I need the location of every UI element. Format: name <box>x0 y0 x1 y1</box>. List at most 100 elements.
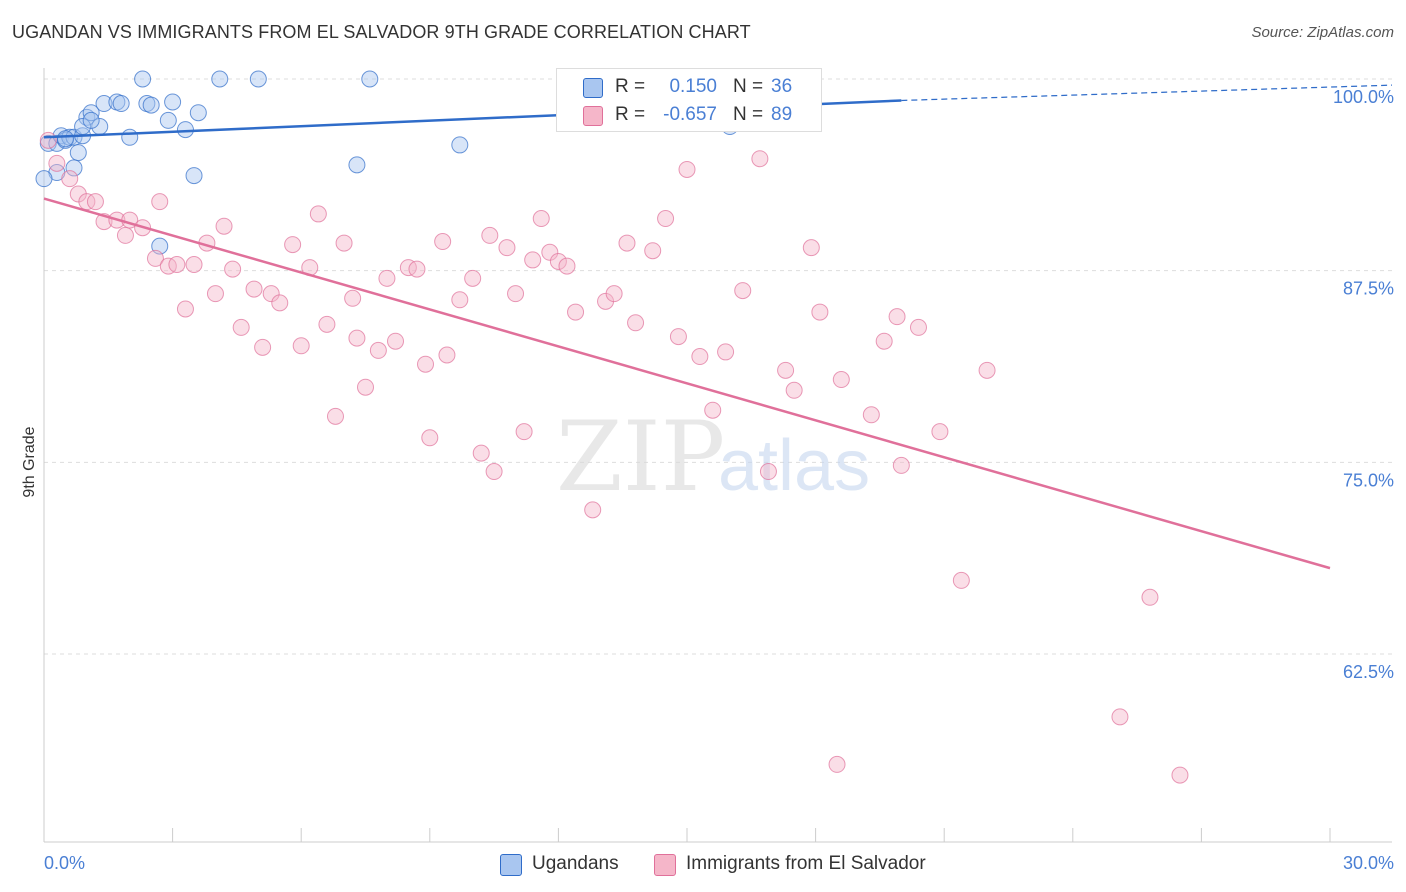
data-point <box>39 131 57 149</box>
data-point <box>185 256 203 274</box>
data-point <box>168 256 186 274</box>
data-point <box>112 95 130 113</box>
data-point <box>211 70 229 88</box>
data-point <box>164 93 182 111</box>
data-point <box>567 303 585 321</box>
data-point <box>498 239 516 257</box>
chart-title: UGANDAN VS IMMIGRANTS FROM EL SALVADOR 9… <box>12 22 751 42</box>
data-point <box>61 170 79 188</box>
data-point <box>627 314 645 332</box>
data-point <box>35 170 53 188</box>
data-point <box>759 463 777 481</box>
y-tick-label: 75.0% <box>1343 470 1394 490</box>
data-point <box>224 260 242 278</box>
data-point <box>249 70 267 88</box>
data-point <box>704 401 722 419</box>
gridlines <box>44 78 1392 655</box>
data-point <box>176 121 194 139</box>
data-point <box>888 308 906 326</box>
data-point <box>245 280 263 298</box>
data-point <box>159 257 177 275</box>
data-point <box>48 154 66 172</box>
data-point <box>69 144 87 162</box>
data-point <box>121 128 139 146</box>
data-point <box>335 234 353 252</box>
legend-n-value: 89 <box>771 104 793 125</box>
data-point <box>176 300 194 318</box>
data-point <box>802 239 820 257</box>
data-point <box>206 285 224 303</box>
data-point <box>472 444 490 462</box>
legend-r-value: -0.657 <box>663 104 717 125</box>
data-point <box>541 243 559 261</box>
data-point <box>151 193 169 211</box>
y-tick-label: 62.5% <box>1343 662 1394 682</box>
watermark-zip: ZIP <box>556 401 725 513</box>
trend-line-ugandans-extension <box>901 84 1393 102</box>
data-point <box>909 318 927 336</box>
data-point <box>678 160 696 178</box>
axes <box>43 68 1392 843</box>
data-point <box>185 167 203 185</box>
data-point <box>309 205 327 223</box>
data-point <box>605 285 623 303</box>
legend-row-ugandans: R = 0.150 N = 36 <box>557 73 821 101</box>
data-point <box>262 285 280 303</box>
data-point <box>691 348 709 366</box>
data-point <box>892 456 910 474</box>
data-point <box>146 249 164 267</box>
data-point <box>657 210 675 228</box>
data-point <box>485 463 503 481</box>
bottom-legend-label: Ugandans <box>532 853 619 874</box>
y-tick-label: 100.0% <box>1333 87 1394 107</box>
data-point <box>481 226 499 244</box>
data-point <box>408 260 426 278</box>
trend-line-el-salvador <box>43 197 1331 570</box>
data-point <box>254 338 272 356</box>
source-label: Source: ZipAtlas.com <box>1251 24 1394 41</box>
data-point <box>159 111 177 129</box>
tick-labels: 62.5% 75.0% 87.5% 100.0% 0.0% 30.0% <box>44 87 1394 873</box>
data-point <box>777 361 795 379</box>
series-el-salvador <box>39 131 1189 784</box>
data-point <box>271 294 289 312</box>
data-point <box>56 130 74 148</box>
data-point <box>507 285 525 303</box>
data-point <box>344 289 362 307</box>
data-point <box>318 315 336 333</box>
legend-swatch-pink <box>583 106 603 126</box>
data-point <box>451 136 469 154</box>
data-point <box>532 210 550 228</box>
data-point <box>1141 588 1159 606</box>
y-tick-label: 87.5% <box>1343 279 1394 299</box>
legend-row-el-salvador: R = -0.657 N = 89 <box>557 101 821 129</box>
data-point <box>464 269 482 287</box>
data-point <box>751 150 769 168</box>
data-point <box>417 355 435 373</box>
legend-n-label: N = <box>733 76 764 97</box>
data-point <box>832 371 850 389</box>
data-point <box>1111 708 1129 726</box>
watermark: ZIP atlas <box>556 401 870 513</box>
data-point <box>378 269 396 287</box>
data-point <box>584 501 602 519</box>
data-point <box>134 70 152 88</box>
data-point <box>618 234 636 252</box>
data-point <box>284 236 302 254</box>
data-point <box>811 303 829 321</box>
data-point <box>369 341 387 359</box>
watermark-atlas: atlas <box>718 426 870 506</box>
data-point <box>86 193 104 211</box>
data-point <box>142 96 160 114</box>
data-point <box>399 259 417 277</box>
data-point <box>451 291 469 309</box>
bottom-legend-label: Immigrants from El Salvador <box>686 853 926 874</box>
data-point <box>1171 766 1189 784</box>
legend-r-value: 0.150 <box>669 76 717 97</box>
data-point <box>549 252 567 270</box>
data-point <box>348 329 366 347</box>
data-point <box>734 282 752 300</box>
data-point <box>387 332 405 350</box>
legend-n-value: 36 <box>771 76 793 97</box>
bottom-legend-swatch-blue <box>500 854 522 876</box>
